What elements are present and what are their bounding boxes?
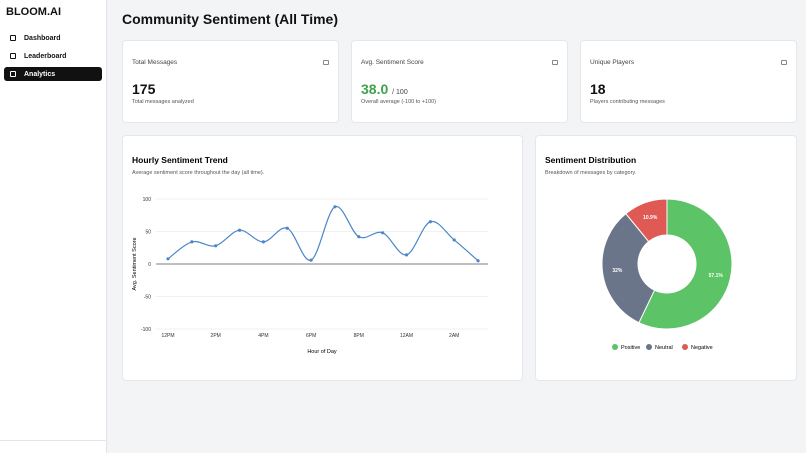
slice-label: 32% bbox=[612, 268, 623, 274]
data-point bbox=[261, 240, 265, 244]
data-point bbox=[476, 259, 480, 263]
chart-title: Hourly Sentiment Trend bbox=[132, 155, 228, 165]
x-tick-label: 12PM bbox=[161, 333, 174, 339]
stat-label: Total Messages bbox=[132, 59, 178, 66]
x-tick-label: 2AM bbox=[449, 333, 459, 339]
x-axis-label: Hour of Day bbox=[307, 349, 337, 355]
nav-icon bbox=[10, 71, 16, 77]
line-card: Hourly Sentiment Trend Average sentiment … bbox=[122, 135, 523, 381]
y-tick-label: 50 bbox=[145, 230, 151, 236]
page-title: Community Sentiment (All Time) bbox=[122, 11, 338, 27]
x-tick-label: 6PM bbox=[306, 333, 316, 339]
legend-label: Positive bbox=[621, 345, 640, 351]
stat-icon bbox=[552, 60, 558, 65]
pie-slice bbox=[625, 198, 668, 243]
divider bbox=[0, 440, 107, 441]
stat-icon bbox=[781, 60, 787, 65]
x-tick-label: 8PM bbox=[354, 333, 364, 339]
line-chart: Hourly Sentiment Trend Average sentiment … bbox=[132, 155, 488, 355]
nav-item[interactable]: Analytics bbox=[4, 67, 102, 81]
data-point bbox=[333, 205, 337, 209]
y-tick-label: 0 bbox=[148, 262, 151, 268]
stat-card: Avg. Sentiment Score 38.0 / 100 Overall av… bbox=[351, 40, 568, 123]
y-tick-label: 100 bbox=[143, 197, 152, 203]
chart-title: Sentiment Distribution bbox=[545, 155, 636, 165]
brand: BLOOM.AI bbox=[6, 6, 61, 18]
stat-note: Players contributing messages bbox=[590, 99, 665, 105]
slice-label: 10.9% bbox=[643, 215, 658, 221]
stat-value: 18 bbox=[590, 81, 606, 97]
nav-item[interactable]: Leaderboard bbox=[4, 49, 102, 63]
pie-slice bbox=[638, 198, 733, 330]
data-point bbox=[237, 228, 242, 232]
stat-note: Overall average (-100 to +100) bbox=[361, 99, 437, 105]
stat-card: Unique Players 18 Players contributing mes… bbox=[580, 40, 797, 123]
stat-label: Avg. Sentiment Score bbox=[361, 59, 424, 66]
y-axis-label: Avg. Sentiment Score bbox=[132, 237, 138, 290]
sidebar: BLOOM.AI Dashboard Leaderboard Analytics bbox=[0, 0, 107, 453]
data-point bbox=[404, 253, 409, 257]
legend-swatch bbox=[646, 344, 652, 350]
pie-card: Sentiment Distribution Breakdown of messa… bbox=[535, 135, 797, 381]
stat-value: 175 bbox=[132, 81, 155, 97]
chart-subtitle: Average sentiment score throughout the d… bbox=[132, 170, 265, 176]
nav-icon bbox=[10, 53, 16, 59]
data-point bbox=[381, 231, 385, 235]
data-point bbox=[428, 220, 432, 224]
data-point bbox=[357, 235, 361, 239]
stat-card: Total Messages 175 Total messages analyzed bbox=[122, 40, 339, 123]
nav-icon bbox=[10, 35, 16, 41]
x-tick-label: 4PM bbox=[258, 333, 268, 339]
legend-label: Neutral bbox=[655, 345, 673, 351]
pie-slice bbox=[601, 212, 656, 324]
stat-value: 38.0 / 100 bbox=[361, 81, 408, 97]
y-tick-label: -50 bbox=[144, 295, 151, 301]
stat-number: 18 bbox=[590, 81, 606, 97]
stat-icon bbox=[323, 60, 329, 65]
data-point bbox=[166, 257, 170, 261]
stat-suffix: / 100 bbox=[392, 89, 408, 96]
stat-number: 175 bbox=[132, 81, 156, 97]
data-point bbox=[285, 226, 289, 230]
legend-swatch bbox=[612, 344, 618, 350]
stat-note: Total messages analyzed bbox=[132, 99, 194, 105]
legend-swatch bbox=[682, 344, 688, 350]
stat-label: Unique Players bbox=[590, 59, 635, 66]
chart-subtitle: Breakdown of messages by category. bbox=[545, 170, 637, 176]
data-point bbox=[452, 238, 456, 242]
data-point bbox=[309, 258, 313, 262]
x-tick-label: 2PM bbox=[211, 333, 221, 339]
data-point bbox=[190, 240, 194, 244]
legend-label: Negative bbox=[691, 345, 713, 351]
slice-label: 57.1% bbox=[709, 273, 724, 279]
nav-item[interactable]: Dashboard bbox=[4, 31, 102, 45]
line-series bbox=[167, 206, 479, 262]
stat-number: 38.0 bbox=[361, 81, 389, 97]
pie-chart: Sentiment Distribution Breakdown of messa… bbox=[545, 155, 733, 351]
data-point bbox=[214, 244, 218, 248]
y-tick-label: -100 bbox=[141, 327, 151, 333]
x-tick-label: 12AM bbox=[400, 333, 413, 339]
